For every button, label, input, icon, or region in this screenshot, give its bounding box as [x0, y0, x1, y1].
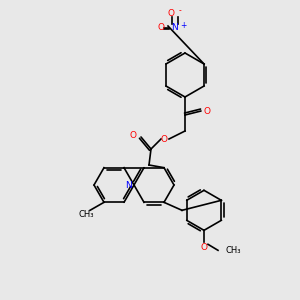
- Text: N: N: [124, 181, 131, 190]
- Text: +: +: [180, 20, 186, 29]
- Text: CH₃: CH₃: [78, 210, 94, 219]
- Text: O: O: [160, 134, 167, 143]
- Text: O: O: [203, 106, 211, 116]
- Text: O: O: [200, 243, 208, 252]
- Text: O: O: [167, 10, 175, 19]
- Text: N: N: [172, 23, 178, 32]
- Text: O: O: [158, 23, 164, 32]
- Text: -: -: [178, 7, 182, 16]
- Text: CH₃: CH₃: [226, 246, 242, 255]
- Text: O: O: [130, 130, 136, 140]
